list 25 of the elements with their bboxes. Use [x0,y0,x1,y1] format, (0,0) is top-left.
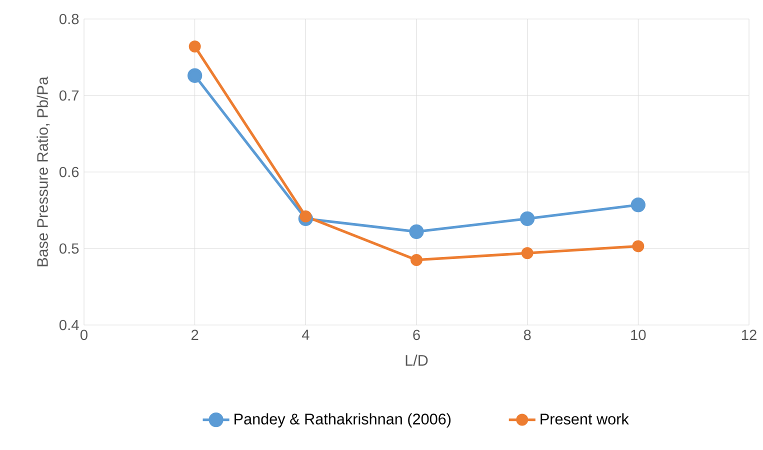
y-tick-label: 0.5 [59,243,79,254]
y-tick-label: 0.4 [59,320,79,330]
point [409,224,424,240]
y-tick-label: 0.7 [59,90,79,101]
point [300,210,312,222]
x-tick-label: 2 [191,330,198,340]
point [520,211,535,226]
y-tick-label: 0.6 [59,166,79,178]
x-axis-title: L/D [406,354,428,366]
x-tick-label: 0 [80,330,88,340]
point [188,40,201,53]
y-axis-title: Base Pressure Ratio, Pb/Pa [36,76,50,266]
point [188,68,202,83]
point [632,240,644,252]
point [630,198,646,212]
legend-label: Pandey & Rathakrishnan (2006) [234,413,451,428]
legend-label: Present work [540,413,629,424]
x-tick-label: 4 [302,330,310,340]
point [521,247,534,260]
y-tick-label: 0.8 [59,14,79,24]
x-tick-label: 8 [524,330,531,340]
x-tick-label: 6 [413,330,420,340]
x-tick-label: 10 [631,330,646,340]
x-tick-label: 12 [742,330,756,340]
point [410,254,423,266]
